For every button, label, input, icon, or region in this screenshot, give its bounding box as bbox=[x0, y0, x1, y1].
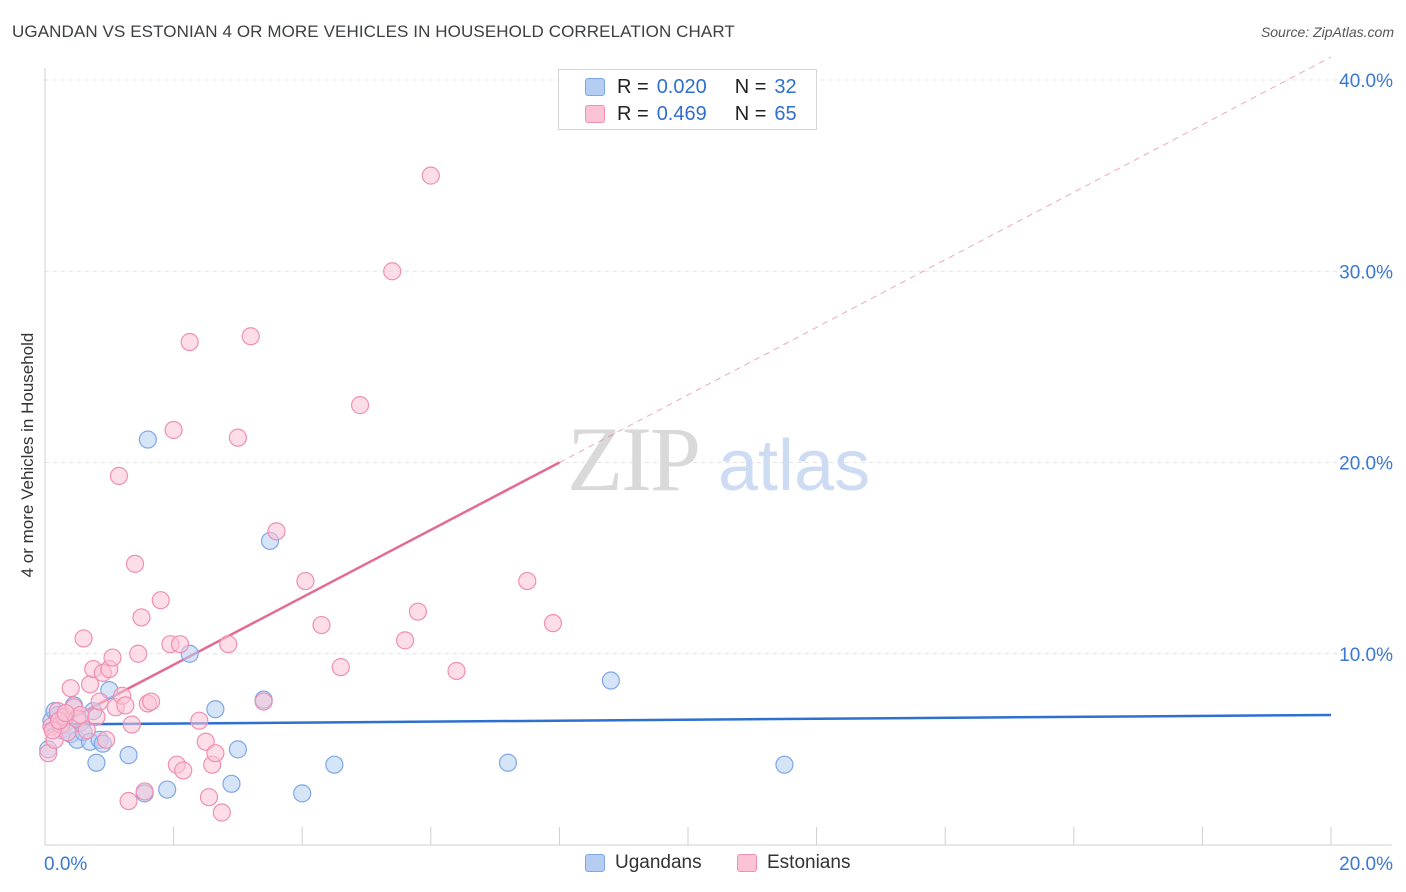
point-estonians bbox=[109, 466, 129, 485]
point-ugandans bbox=[158, 780, 177, 799]
y-tick-label: 20.0% bbox=[1339, 454, 1393, 475]
legend-swatch-pink bbox=[737, 854, 757, 872]
point-estonians bbox=[296, 571, 315, 591]
point-estonians bbox=[190, 711, 209, 730]
legend-row-ugandans: R = 0.020 N = 32 bbox=[585, 76, 797, 98]
point-estonians bbox=[199, 788, 219, 807]
point-estonians bbox=[129, 644, 148, 663]
point-estonians bbox=[312, 615, 331, 635]
legend-r-label: R = bbox=[617, 75, 649, 98]
gridlines bbox=[45, 79, 1392, 655]
point-ugandans bbox=[119, 746, 138, 765]
legend-item-estonians[interactable]: Estonians bbox=[737, 852, 850, 874]
trend-line-estonians-projection bbox=[559, 56, 1332, 463]
point-estonians bbox=[90, 692, 109, 711]
point-estonians bbox=[331, 658, 350, 677]
point-estonians bbox=[116, 696, 135, 715]
point-estonians bbox=[212, 803, 231, 822]
legend-swatch-pink bbox=[585, 105, 605, 123]
point-estonians bbox=[125, 554, 145, 573]
point-estonians bbox=[174, 761, 193, 780]
x-tick-label: 0.0% bbox=[44, 854, 87, 875]
point-estonians bbox=[421, 166, 440, 185]
point-ugandans bbox=[138, 430, 157, 449]
legend-r-value: 0.469 bbox=[656, 102, 707, 125]
point-estonians bbox=[132, 608, 151, 627]
point-estonians bbox=[408, 602, 428, 621]
point-ugandans bbox=[228, 740, 247, 759]
point-ugandans bbox=[293, 784, 312, 803]
legend-row-estonians: R = 0.469 N = 65 bbox=[585, 103, 797, 125]
point-estonians bbox=[170, 635, 190, 654]
point-estonians bbox=[543, 614, 563, 633]
legend-swatch-blue bbox=[585, 854, 605, 872]
point-estonians bbox=[267, 522, 286, 541]
legend-item-label: Estonians bbox=[767, 852, 851, 873]
point-estonians bbox=[74, 629, 93, 648]
trend-line-estonians bbox=[44, 461, 560, 734]
point-estonians bbox=[241, 327, 260, 346]
point-estonians bbox=[164, 420, 183, 440]
trend-lines bbox=[44, 56, 1332, 734]
legend-item-ugandans[interactable]: Ugandans bbox=[585, 852, 702, 874]
point-estonians bbox=[180, 332, 199, 352]
point-estonians bbox=[61, 679, 80, 698]
data-points bbox=[39, 166, 794, 822]
legend-n-label: N = bbox=[734, 75, 767, 98]
point-estonians bbox=[228, 428, 247, 447]
legend-swatch-blue bbox=[585, 78, 605, 96]
stats-legend: R = 0.020 N = 32 R = 0.469 N = 65 bbox=[558, 69, 817, 130]
legend-item-label: Ugandans bbox=[615, 852, 702, 873]
point-estonians bbox=[135, 782, 154, 801]
point-ugandans bbox=[222, 774, 241, 793]
series-legend: Ugandans Estonians bbox=[0, 852, 1406, 878]
legend-n-value: 32 bbox=[774, 75, 797, 98]
x-tick-label: 20.0% bbox=[1339, 854, 1393, 875]
point-estonians bbox=[56, 703, 75, 723]
legend-n-value: 65 bbox=[774, 102, 797, 125]
point-estonians bbox=[383, 262, 402, 281]
point-estonians bbox=[122, 715, 141, 734]
point-estonians bbox=[518, 571, 537, 591]
watermark-zip: ZIP bbox=[567, 408, 699, 510]
y-tick-label: 30.0% bbox=[1339, 262, 1393, 283]
point-estonians bbox=[206, 744, 225, 763]
point-estonians bbox=[254, 692, 273, 711]
tick-labels: 10.0% 20.0% 30.0% 40.0% 0.0% 20.0% bbox=[44, 71, 1393, 875]
watermark-atlas: atlas bbox=[718, 426, 870, 506]
y-tick-label: 40.0% bbox=[1339, 71, 1393, 92]
source-label: Source: ZipAtlas.com bbox=[1260, 24, 1394, 40]
point-ugandans bbox=[87, 753, 106, 772]
point-ugandans bbox=[498, 753, 518, 772]
point-estonians bbox=[151, 591, 170, 610]
point-estonians bbox=[447, 661, 466, 681]
point-estonians bbox=[103, 648, 122, 667]
point-estonians bbox=[119, 791, 138, 811]
y-tick-label: 10.0% bbox=[1339, 645, 1393, 666]
point-ugandans bbox=[325, 755, 344, 774]
point-ugandans bbox=[206, 700, 225, 719]
point-estonians bbox=[395, 631, 415, 650]
legend-r-label: R = bbox=[617, 102, 649, 125]
point-ugandans bbox=[601, 671, 620, 690]
trend-line-ugandans bbox=[44, 713, 1332, 726]
legend-r-value: 0.020 bbox=[656, 75, 707, 98]
chart-title: UGANDAN VS ESTONIAN 4 OR MORE VEHICLES I… bbox=[12, 22, 735, 41]
point-ugandans bbox=[775, 755, 794, 774]
point-estonians bbox=[350, 396, 370, 415]
point-estonians bbox=[141, 692, 161, 711]
point-estonians bbox=[219, 635, 238, 654]
point-estonians bbox=[96, 730, 116, 749]
legend-n-label: N = bbox=[734, 102, 767, 125]
point-estonians bbox=[77, 721, 96, 740]
